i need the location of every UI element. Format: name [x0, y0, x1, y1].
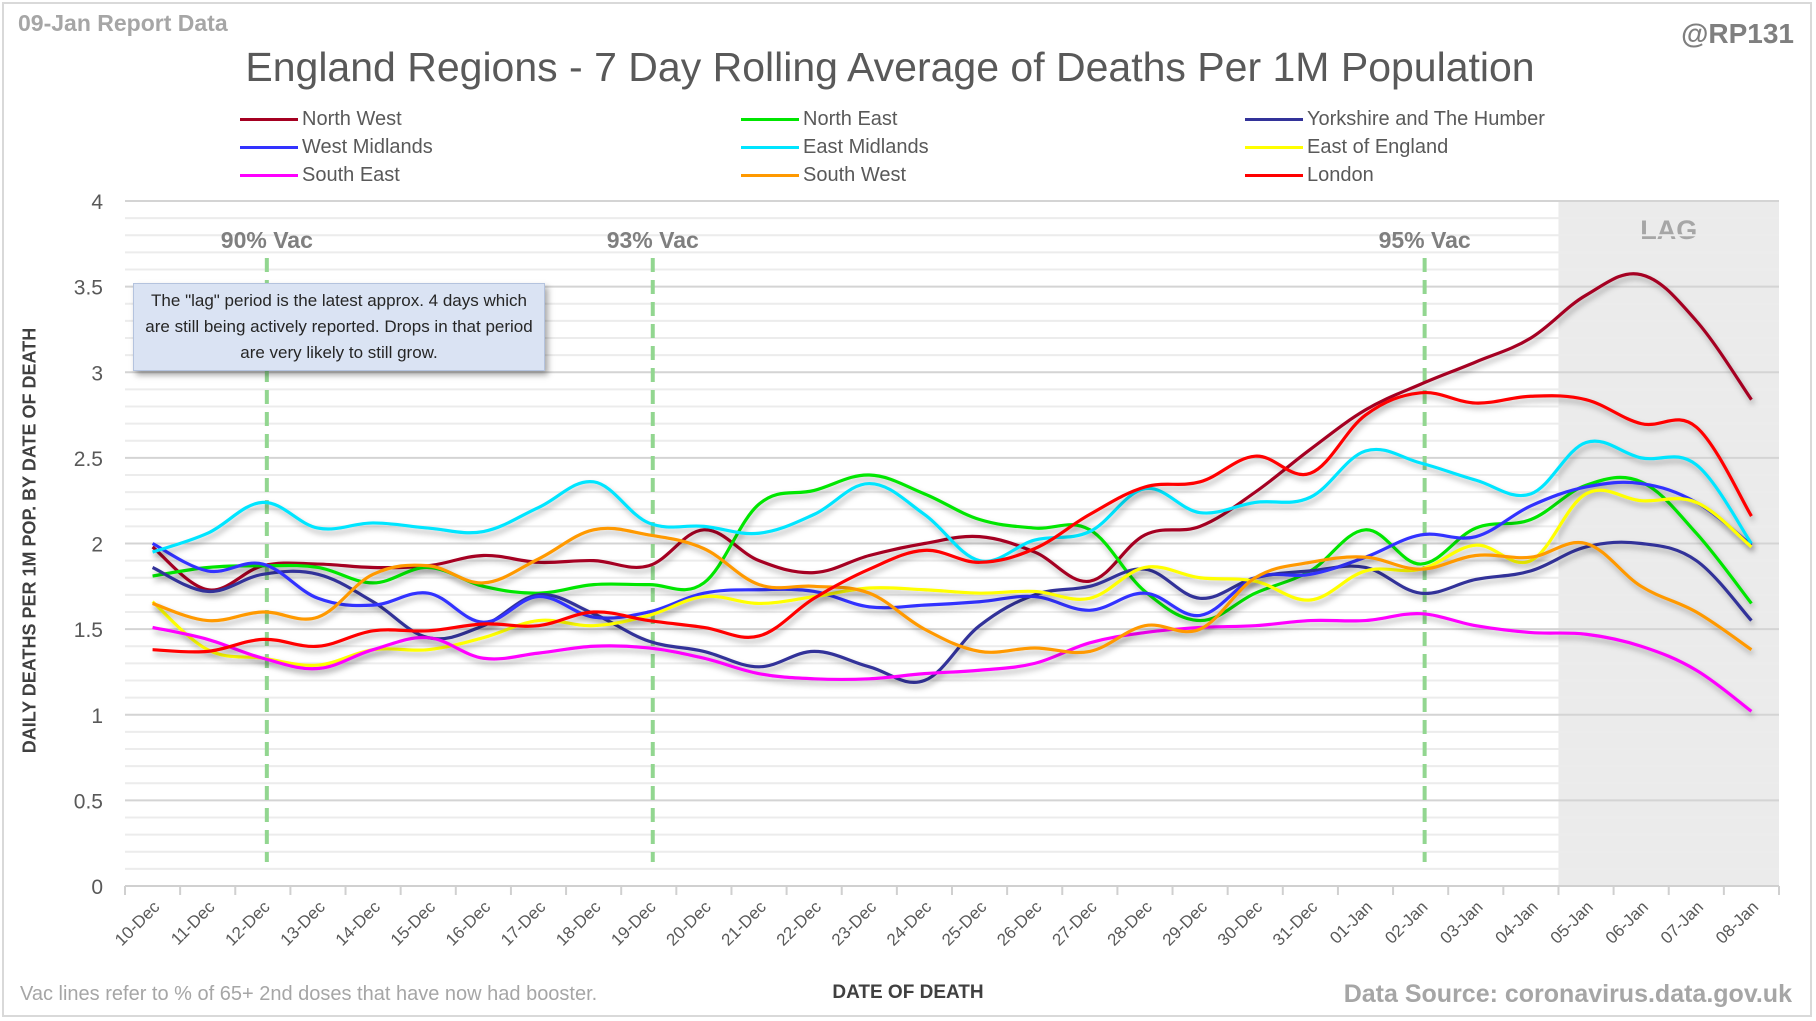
legend-item: East Midlands — [741, 133, 929, 161]
legend-swatch — [741, 117, 799, 121]
legend-label: South West — [803, 163, 907, 186]
legend-label: East of England — [1307, 135, 1449, 158]
vac-lines-note: Vac lines refer to % of 65+ 2nd doses th… — [20, 983, 598, 1005]
y-tick-label: 2 — [91, 534, 103, 557]
x-tick-label: 14-Dec — [332, 897, 385, 950]
legend-label: Yorkshire and The Humber — [1307, 107, 1545, 130]
legend-swatch — [1245, 117, 1303, 121]
x-tick-label: 16-Dec — [442, 897, 495, 950]
x-tick-label: 29-Dec — [1159, 897, 1212, 950]
series-line-south-east — [152, 612, 1753, 713]
legend-item: South East — [240, 161, 400, 189]
legend-swatch — [240, 145, 298, 149]
y-tick-label: 4 — [91, 191, 103, 214]
x-tick-label: 21-Dec — [718, 897, 771, 950]
y-tick-label: 3.5 — [74, 277, 103, 300]
x-tick-label: 03-Jan — [1436, 897, 1486, 947]
y-tick-label: 0 — [91, 876, 103, 899]
x-tick-label: 20-Dec — [663, 897, 716, 950]
x-tick-label: 02-Jan — [1381, 897, 1431, 947]
x-tick-label: 10-Dec — [111, 897, 164, 950]
legend-swatch — [741, 173, 799, 177]
x-tick-label: 19-Dec — [607, 897, 660, 950]
vac-line-label: 95% Vac — [1379, 227, 1471, 253]
x-tick-label: 30-Dec — [1214, 897, 1267, 950]
legend-item: North East — [741, 105, 897, 133]
legend-label: West Midlands — [302, 135, 433, 158]
y-tick-label: 0.5 — [74, 790, 103, 813]
legend-item: East of England — [1245, 133, 1448, 161]
x-tick-label: 27-Dec — [1048, 897, 1101, 950]
legend-swatch — [1245, 173, 1303, 177]
series-line-north-east — [152, 473, 1753, 623]
series-line-london — [152, 390, 1753, 654]
legend-label: North East — [803, 107, 898, 130]
legend-item: West Midlands — [240, 133, 433, 161]
x-tick-label: 26-Dec — [993, 897, 1046, 950]
y-tick-label: 1.5 — [74, 619, 103, 642]
x-tick-label: 23-Dec — [828, 897, 881, 950]
y-tick-label: 1 — [91, 705, 103, 728]
y-tick-label: 3 — [91, 362, 103, 385]
data-source: Data Source: coronavirus.data.gov.uk — [1343, 980, 1792, 1008]
x-tick-label: 18-Dec — [552, 897, 605, 950]
legend-swatch — [240, 117, 298, 121]
x-tick-label: 12-Dec — [221, 897, 274, 950]
author-handle: @RP131 — [1681, 18, 1794, 49]
legend-item: South West — [741, 161, 906, 189]
series-line-south-west — [152, 526, 1753, 655]
x-tick-label: 22-Dec — [773, 897, 826, 950]
x-tick-label: 13-Dec — [277, 897, 330, 950]
legend-label: South East — [302, 163, 400, 186]
series-line-west-midlands — [151, 480, 1753, 624]
x-tick-label: 15-Dec — [387, 897, 440, 950]
legend-label: North West — [302, 107, 402, 130]
lag-explanation-callout: The "lag" period is the latest approx. 4… — [133, 283, 545, 371]
x-tick-label: 31-Dec — [1269, 897, 1322, 950]
legend-swatch — [741, 145, 799, 149]
x-tick-label: 08-Jan — [1712, 897, 1762, 947]
legend-swatch — [1245, 145, 1303, 149]
vac-line-label: 93% Vac — [607, 227, 699, 253]
x-tick-label: 07-Jan — [1657, 897, 1707, 947]
legend-label: London — [1307, 163, 1374, 186]
legend-label: East Midlands — [803, 135, 929, 158]
y-axis-title: DAILY DEATHS PER 1M POP. BY DATE OF DEAT… — [19, 327, 40, 754]
x-tick-label: 28-Dec — [1104, 897, 1157, 950]
legend-item: London — [1245, 161, 1374, 189]
x-tick-label: 25-Dec — [938, 897, 991, 950]
x-tick-label: 17-Dec — [497, 897, 550, 950]
x-tick-label: 05-Jan — [1547, 897, 1597, 947]
legend-swatch — [240, 173, 298, 177]
x-tick-label: 24-Dec — [883, 897, 936, 950]
report-date-label: 09-Jan Report Data — [18, 10, 228, 36]
y-tick-label: 2.5 — [74, 448, 103, 471]
vac-line-label: 90% Vac — [221, 227, 313, 253]
legend-item: North West — [240, 105, 402, 133]
x-tick-label: 04-Jan — [1492, 897, 1542, 947]
lag-label: LAG — [1640, 215, 1697, 245]
x-tick-label: 01-Jan — [1326, 897, 1376, 947]
x-tick-label: 11-Dec — [167, 897, 219, 949]
x-axis-title: DATE OF DEATH — [832, 982, 984, 1003]
series-line-east-midlands — [152, 439, 1753, 563]
x-tick-label: 06-Jan — [1602, 897, 1652, 947]
chart-title: England Regions - 7 Day Rolling Average … — [245, 44, 1535, 90]
legend-item: Yorkshire and The Humber — [1245, 105, 1545, 133]
